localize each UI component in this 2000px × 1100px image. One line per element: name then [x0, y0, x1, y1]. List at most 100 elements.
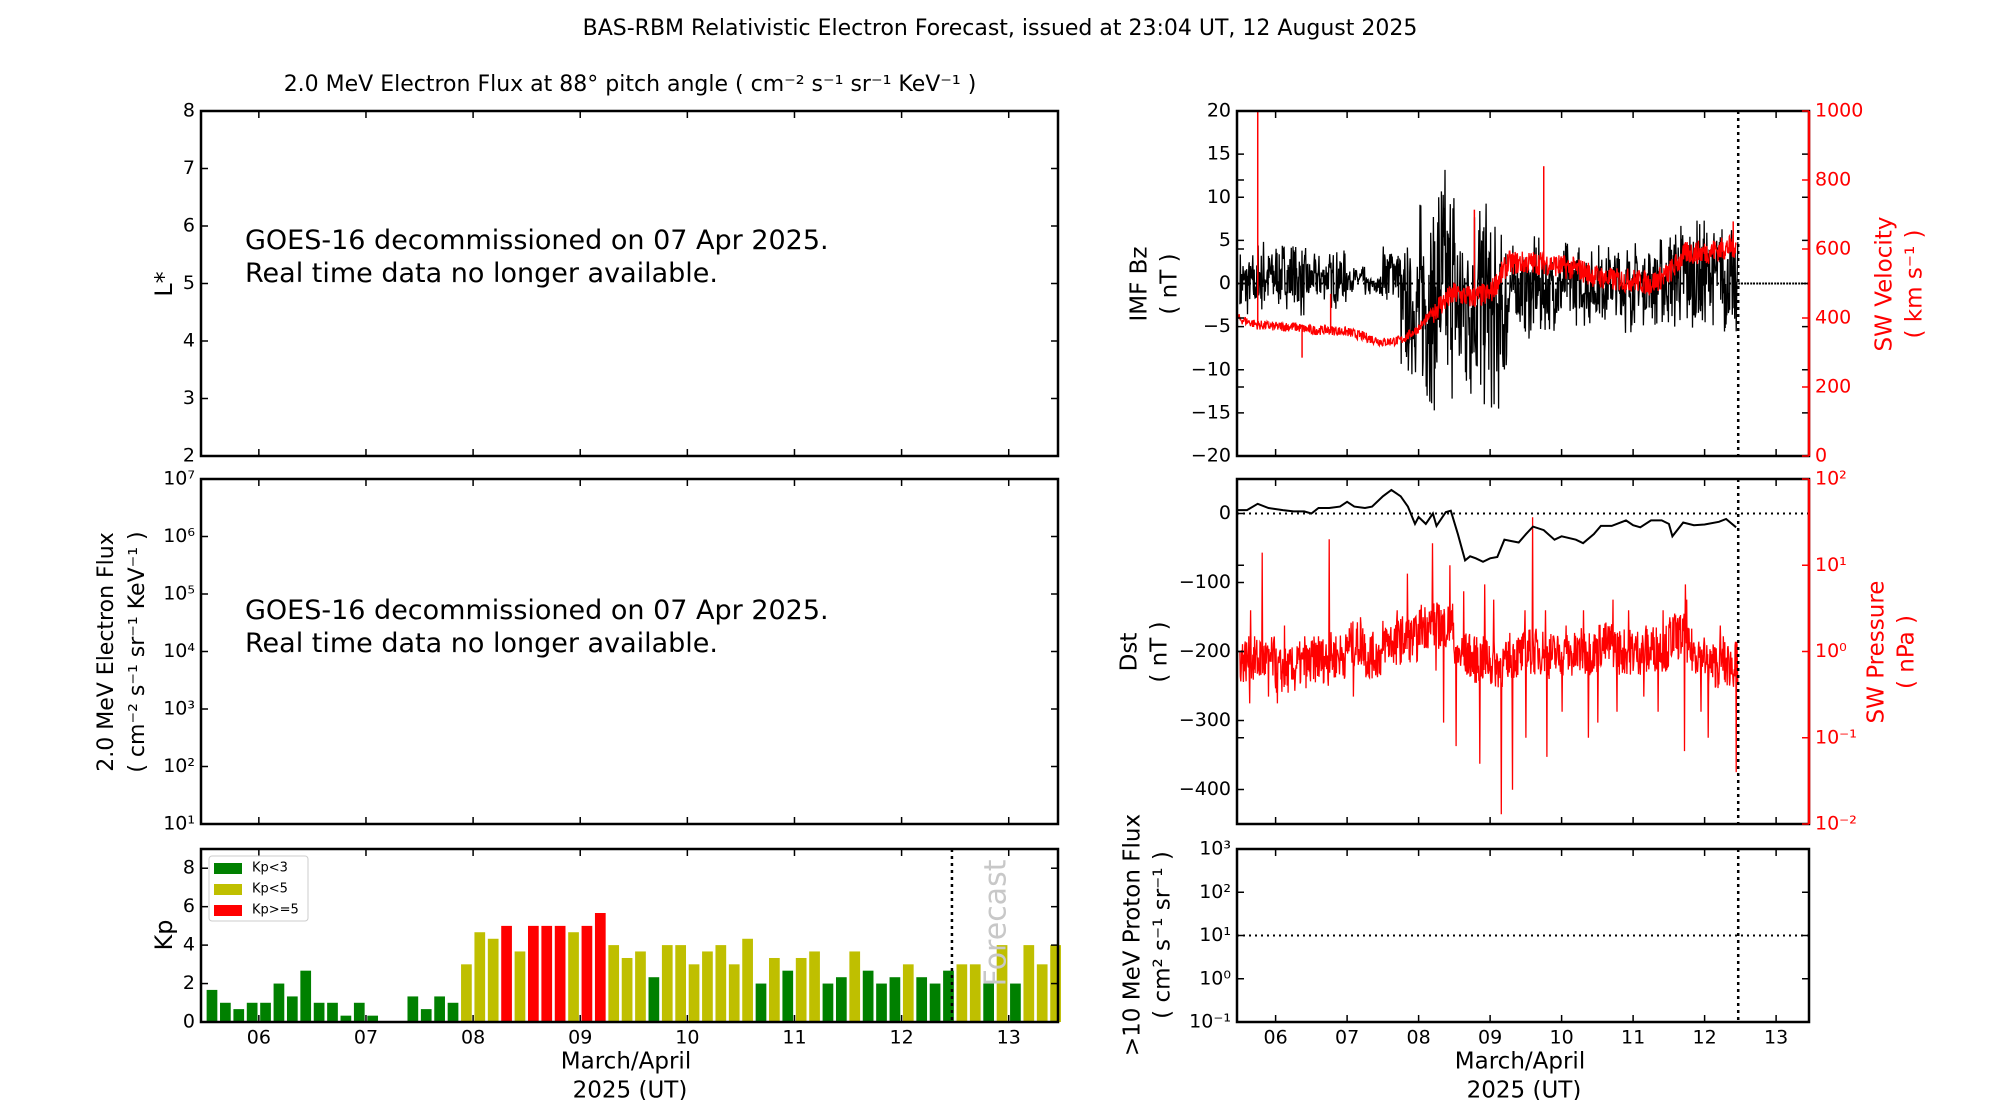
kp-bar: [621, 957, 633, 1022]
kp-bar: [353, 1002, 365, 1022]
kp-bar: [1023, 945, 1035, 1022]
kp-bar: [635, 951, 646, 1022]
x-tick-label: 09: [1478, 1027, 1502, 1049]
y-tick-label: 10⁶: [163, 525, 195, 547]
x-tick-label: 10: [675, 1027, 699, 1049]
x-tick-label: 06: [247, 1027, 271, 1049]
y-tick-label: 8: [183, 857, 195, 879]
y-tick-label: 2: [183, 972, 195, 994]
kp-bar: [447, 1002, 459, 1022]
kp-bar: [809, 951, 820, 1022]
y-tick-label: 10¹: [1199, 924, 1231, 946]
electron-flux-y-unit: ( cm⁻² s⁻¹ sr⁻¹ KeV⁻¹ ): [125, 531, 150, 772]
electron-flux-y-label: 2.0 MeV Electron Flux: [94, 532, 119, 772]
kp-bar: [943, 970, 954, 1022]
y2-tick-label: 1000: [1815, 100, 1863, 122]
legend-swatch: [214, 905, 242, 916]
y-tick-label: 0: [1219, 502, 1231, 524]
x-tick-label: 10: [1550, 1027, 1574, 1049]
kp-bar: [554, 925, 566, 1022]
y-tick-label: 10⁻¹: [1189, 1011, 1231, 1033]
y-tick-label: 4: [183, 934, 195, 956]
kp-bar: [260, 1002, 271, 1022]
y-tick-label: 10⁵: [163, 583, 195, 605]
y-tick-label: 2: [183, 445, 195, 467]
kp-bar: [367, 1015, 379, 1022]
x-axis-label-year: 2025 (UT): [1467, 1078, 1582, 1100]
y-tick-label: 7: [183, 157, 195, 179]
y2-tick-label: 10¹: [1815, 554, 1847, 576]
y2-tick-label: 0: [1815, 445, 1827, 467]
kp-bar: [648, 977, 660, 1022]
kp-bar: [715, 945, 727, 1022]
kp-bar: [688, 964, 700, 1022]
bz-y-unit: ( nT ): [1157, 253, 1183, 314]
pressure-y-unit: ( nPa ): [1894, 615, 1920, 689]
y2-tick-label: 200: [1815, 376, 1851, 398]
x-tick-label: 12: [890, 1027, 914, 1049]
kp-bar: [286, 996, 298, 1022]
kp-bar: [233, 1009, 245, 1022]
kp-bar: [916, 977, 928, 1022]
y-tick-label: 10³: [1199, 838, 1231, 860]
kp-bar: [220, 1002, 231, 1022]
y-tick-label: −100: [1179, 571, 1231, 593]
kp-bar: [313, 1002, 325, 1022]
x-tick-label: 06: [1264, 1027, 1288, 1049]
kp-bar: [340, 1015, 352, 1022]
lstar-panel-title: 2.0 MeV Electron Flux at 88° pitch angle…: [284, 72, 977, 97]
legend-swatch: [214, 863, 242, 874]
y2-tick-label: 800: [1815, 169, 1851, 191]
kp-legend: [208, 855, 309, 922]
kp-bar: [769, 957, 780, 1022]
y-tick-label: 5: [183, 272, 195, 294]
x-tick-label: 07: [354, 1027, 378, 1049]
proton-y-unit: ( cm² s⁻¹ sr⁻¹ ): [1150, 851, 1176, 1019]
notice-line-1: GOES-16 decommissioned on 07 Apr 2025.: [245, 225, 829, 256]
forecast-label: Forecast: [979, 859, 1014, 986]
kp-bar: [902, 964, 914, 1022]
kp-bar: [795, 957, 807, 1022]
kp-bar: [849, 951, 861, 1022]
kp-bar: [782, 970, 794, 1022]
y-tick-label: 15: [1207, 143, 1231, 165]
dst-pressure-panel: [1235, 477, 1811, 826]
flux-no-data-notice: GOES-16 decommissioned on 07 Apr 2025. R…: [245, 594, 829, 660]
kp-bar: [273, 983, 285, 1022]
kp-bar: [474, 932, 486, 1022]
y-tick-label: −200: [1179, 640, 1231, 662]
velocity-y-label: SW Velocity: [1872, 217, 1898, 352]
y-tick-label: 4: [183, 330, 195, 352]
kp-bar: [889, 977, 901, 1022]
kp-bar: [541, 925, 553, 1022]
kp-bar: [246, 1002, 258, 1022]
imf-velocity-panel: [1235, 109, 1811, 458]
y-tick-label: 10³: [163, 698, 195, 720]
y-tick-label: −400: [1179, 778, 1231, 800]
lstar-no-data-notice: GOES-16 decommissioned on 07 Apr 2025. R…: [245, 224, 829, 290]
legend-swatch: [214, 884, 242, 895]
x-tick-label: 13: [1764, 1027, 1788, 1049]
kp-bar: [956, 964, 968, 1022]
dst-y-unit: ( nT ): [1147, 621, 1173, 682]
legend-label: Kp<5: [252, 882, 288, 897]
dst-line: [1237, 488, 1737, 563]
dst-y-label: Dst: [1117, 633, 1143, 672]
kp-bar: [755, 983, 767, 1022]
y-tick-label: 0: [1219, 272, 1231, 294]
kp-bar: [1010, 983, 1021, 1022]
y2-tick-label: 10²: [1815, 468, 1847, 490]
kp-bar: [822, 983, 834, 1022]
kp-bar: [862, 970, 874, 1022]
y-tick-label: −20: [1191, 445, 1231, 467]
kp-panel: [199, 847, 1060, 1024]
velocity-y-unit: ( km s⁻¹ ): [1902, 230, 1928, 339]
bz-y-label: IMF Bz: [1127, 246, 1153, 321]
page-title: BAS-RBM Relativistic Electron Forecast, …: [582, 16, 1418, 41]
y-tick-label: 0: [183, 1011, 195, 1033]
kp-bar: [661, 945, 673, 1022]
kp-bar: [742, 938, 753, 1022]
y-tick-label: −15: [1191, 401, 1231, 423]
y-tick-label: 10⁴: [163, 640, 195, 662]
